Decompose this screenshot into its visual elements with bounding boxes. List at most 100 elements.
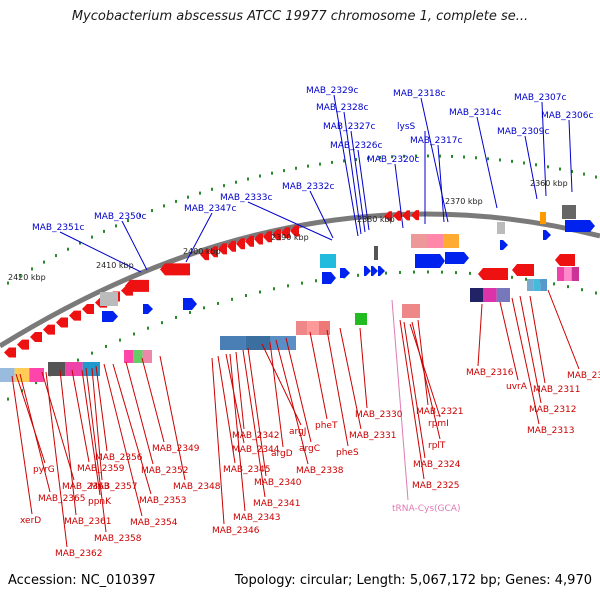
- forward-leader-line: [420, 97, 449, 223]
- scale-tick: [175, 315, 177, 319]
- forward-leader-line: [121, 220, 148, 271]
- scale-tick: [19, 274, 21, 278]
- forward-leader-line: [343, 111, 362, 235]
- reverse-leader-line: [275, 339, 309, 465]
- forward-gene-label: MAB_2332c: [282, 182, 335, 192]
- forward-gene-label: MAB_2306c: [541, 111, 594, 121]
- reverse-leader-line: [103, 363, 143, 517]
- reverse-leader-line: [19, 373, 51, 493]
- scale-tick: [391, 155, 393, 159]
- scale-tick: [189, 310, 191, 314]
- reverse-leader-line: [269, 341, 284, 448]
- scale-label: 2370 kbp: [445, 197, 483, 206]
- scale-tick: [55, 254, 57, 258]
- forward-gene-arrow: [340, 268, 350, 278]
- reverse-gene-arrow: [281, 227, 290, 239]
- scale-label: 2400 kbp: [183, 247, 221, 256]
- scale-tick: [427, 154, 429, 158]
- reverse-gene-label: ppnK: [88, 497, 112, 507]
- scale-tick: [581, 288, 583, 292]
- reverse-gene-label: MAB_2338: [296, 466, 344, 476]
- scale-label: 2410 kbp: [96, 261, 134, 270]
- reverse-leader-line: [285, 337, 312, 443]
- reverse-leader-line: [519, 295, 542, 404]
- reverse-gene-label: MAB_2349: [152, 444, 200, 454]
- scale-tick: [199, 191, 201, 195]
- reverse-gene-label: pyrG: [33, 465, 55, 475]
- domain-block: [496, 288, 510, 302]
- forward-gene-arrow: [378, 266, 385, 276]
- domain-block: [124, 350, 134, 363]
- reverse-leader-line: [81, 369, 101, 496]
- scale-tick: [31, 267, 33, 271]
- reverse-gene-arrow: [402, 210, 410, 221]
- scale-label: 2380 kbp: [357, 215, 395, 224]
- reverse-leader-line: [225, 353, 245, 444]
- reverse-leader-line: [511, 297, 540, 425]
- reverse-gene-arrow: [218, 243, 227, 255]
- reverse-gene-label: pheS: [336, 448, 359, 458]
- reverse-leader-line: [477, 303, 483, 367]
- reverse-leader-line: [417, 319, 429, 406]
- reverse-leader-line: [45, 371, 68, 548]
- reverse-gene-arrow: [200, 249, 209, 261]
- reverse-leader-line: [411, 321, 441, 440]
- reverse-gene-label: MAB_2340: [254, 478, 302, 488]
- domain-block: [533, 279, 541, 291]
- map-title: Mycobacterium abscessus ATCC 19977 chrom…: [71, 9, 529, 24]
- scale-tick: [451, 154, 453, 158]
- reverse-gene-label: MAB_2358: [94, 534, 142, 544]
- scale-tick: [91, 351, 93, 355]
- domain-block: [220, 336, 246, 350]
- reverse-gene-arrow: [4, 347, 16, 358]
- scale-tick: [427, 270, 429, 274]
- reverse-gene-label: MAB_2321: [416, 407, 464, 417]
- reverse-gene-label: pheT: [315, 421, 338, 431]
- reverse-gene-arrow: [30, 332, 42, 343]
- scale-label: 2360 kbp: [530, 179, 568, 188]
- domain-block: [483, 288, 497, 302]
- scale-tick: [147, 326, 149, 330]
- forward-leader-line: [309, 190, 334, 239]
- scale-label: 2420 kbp: [8, 273, 46, 282]
- scale-tick: [67, 247, 69, 251]
- reverse-gene-label: MAB_2344: [232, 445, 280, 455]
- domain-block: [427, 234, 443, 248]
- domain-block: [527, 279, 534, 291]
- scale-tick: [7, 397, 9, 401]
- scale-tick: [595, 291, 597, 295]
- reverse-gene-arrow: [512, 264, 534, 276]
- reverse-gene-label: MAB_2346: [212, 526, 260, 536]
- scale-tick: [559, 167, 561, 171]
- forward-leader-line: [394, 163, 404, 229]
- feature-blocks-layer: [0, 205, 595, 382]
- scale-tick: [259, 174, 261, 178]
- forward-leader-line: [357, 149, 370, 231]
- scale-tick: [203, 306, 205, 310]
- reverse-leader-line: [85, 367, 107, 533]
- forward-leader-line: [568, 119, 573, 193]
- leader-lines-layer: [11, 94, 580, 548]
- reverse-gene-label: MAB_2362: [55, 549, 103, 559]
- forward-leader-line: [247, 201, 333, 241]
- scale-tick: [187, 195, 189, 199]
- marker-block: [402, 304, 420, 318]
- reverse-gene-label: MAB_2352: [141, 466, 189, 476]
- reverse-leader-line: [211, 357, 225, 525]
- scale-tick: [571, 169, 573, 173]
- scale-tick: [511, 275, 513, 279]
- scale-tick: [357, 273, 359, 277]
- reverse-gene-label: MAB_2325: [412, 481, 460, 491]
- scale-tick: [487, 157, 489, 161]
- scale-tick: [455, 271, 457, 275]
- reverse-leader-line: [499, 301, 519, 381]
- reverse-gene-label: MAB_2312: [529, 405, 577, 415]
- scale-tick: [355, 158, 357, 162]
- forward-leader-line: [524, 135, 538, 200]
- reverse-gene-label: MAB_2357: [90, 482, 138, 492]
- reverse-gene-label: MAB_2361: [64, 517, 112, 527]
- reverse-gene-label: MAB_2310: [567, 371, 600, 381]
- scale-tick: [217, 301, 219, 305]
- scale-tick: [79, 241, 81, 245]
